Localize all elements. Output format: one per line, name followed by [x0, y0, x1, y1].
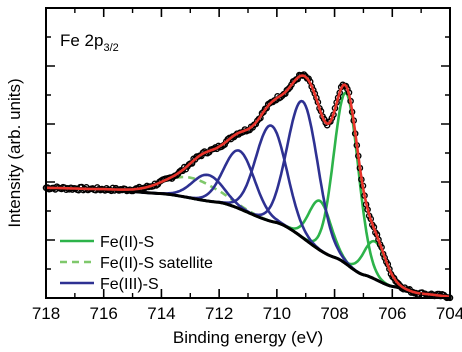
- x-tick-label: 708: [320, 304, 348, 323]
- peak-curve-7: [46, 149, 451, 298]
- legend: Fe(II)-S Fe(II)-S satellite Fe(III)-S: [60, 234, 213, 293]
- data-point: [260, 108, 267, 116]
- data-point: [288, 81, 295, 88]
- x-tick-label: 704: [436, 304, 462, 323]
- x-tick-label: 714: [147, 304, 175, 323]
- x-axis-ticks: 718 716 714 712 710 708 706 704: [32, 8, 462, 323]
- data-point: [285, 85, 292, 93]
- x-axis-title: Binding energy (eV): [173, 328, 323, 347]
- legend-label: Fe(II)-S satellite: [100, 255, 213, 272]
- x-tick-label: 712: [205, 304, 233, 323]
- legend-label: Fe(III)-S: [100, 276, 159, 293]
- fit-envelope-curve: [46, 74, 450, 298]
- plot-area: [42, 71, 454, 302]
- y-axis-ticks: [46, 7, 450, 299]
- y-axis-title: Intensity (arb. units): [5, 78, 24, 227]
- x-tick-label: 716: [90, 304, 118, 323]
- x-tick-label: 710: [263, 304, 291, 323]
- x-tick-label: 706: [378, 304, 406, 323]
- legend-label: Fe(II)-S: [100, 234, 154, 251]
- x-tick-label: 718: [32, 304, 60, 323]
- panel-label: Fe 2p3/2: [60, 31, 119, 54]
